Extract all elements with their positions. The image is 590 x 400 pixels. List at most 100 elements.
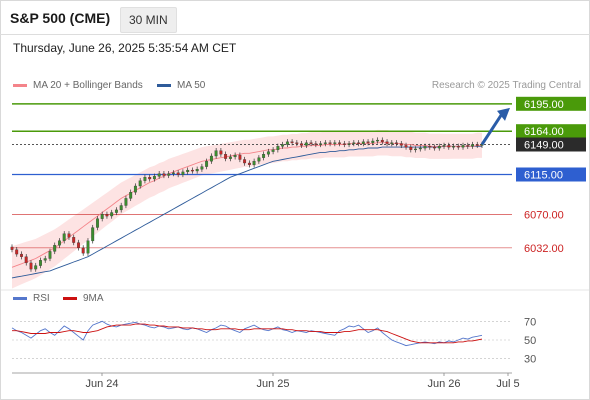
- candle-body: [281, 144, 285, 147]
- candle-body: [399, 143, 403, 146]
- candle-body: [418, 147, 422, 150]
- candle-body: [304, 142, 308, 146]
- timeframe-button[interactable]: 30 MIN: [120, 7, 177, 33]
- candle-body: [143, 177, 147, 181]
- candle-body: [152, 176, 156, 180]
- candle-body: [24, 256, 28, 264]
- candle-body: [48, 251, 52, 259]
- x-axis-tick-label: Jun 26: [427, 378, 460, 390]
- candle-body: [238, 154, 242, 160]
- candle-body: [437, 146, 441, 149]
- candle-body: [452, 146, 455, 148]
- candle-body: [243, 159, 247, 164]
- candle-body: [428, 146, 432, 148]
- candle-body: [395, 142, 398, 144]
- target-arrow-shaft: [480, 113, 504, 146]
- candle-body: [471, 144, 474, 147]
- candle-body: [285, 141, 289, 145]
- candle-body: [385, 141, 389, 144]
- candle-body: [15, 249, 19, 255]
- legend-rsi-label: RSI: [33, 293, 50, 304]
- candle-body: [314, 143, 318, 145]
- candle-body: [338, 142, 342, 144]
- candle-body: [34, 265, 38, 270]
- candle-body: [247, 162, 251, 165]
- candle-body: [376, 139, 380, 142]
- ma50-line: [11, 145, 482, 279]
- x-axis-tick-label: Jun 24: [85, 378, 118, 390]
- candle-body: [81, 247, 85, 254]
- candle-body: [352, 142, 356, 144]
- candle-body: [262, 154, 266, 158]
- candle-body: [181, 171, 185, 175]
- candle-body: [162, 173, 166, 176]
- candle-body: [171, 172, 175, 174]
- timestamp: Thursday, June 26, 2025 5:35:54 AM CET: [13, 41, 237, 55]
- x-axis-tick-label: Jun 25: [256, 378, 289, 390]
- candle-body: [214, 150, 218, 157]
- rsi-swatch: [13, 297, 27, 300]
- candle-body: [357, 142, 361, 144]
- level-label-box: [516, 124, 586, 139]
- ma20-swatch: [13, 84, 27, 87]
- rsi-ma9-line: [12, 323, 483, 344]
- candle-body: [62, 233, 66, 241]
- candle-body: [124, 198, 128, 206]
- legend-ma20-label: MA 20 + Bollinger Bands: [33, 80, 143, 91]
- level-label: 6032.00: [524, 243, 564, 255]
- candle-body: [442, 145, 446, 147]
- ma50-swatch: [157, 84, 171, 87]
- candle-body: [466, 145, 470, 147]
- level-label: 6149.00: [524, 140, 564, 152]
- candle-body: [433, 146, 436, 149]
- candle-body: [380, 139, 384, 143]
- candle-body: [257, 157, 261, 162]
- level-label-box: [516, 167, 586, 182]
- legend-ma50: MA 50: [157, 80, 205, 91]
- candle-body: [414, 148, 417, 151]
- candle-body: [390, 142, 394, 144]
- candle-body: [266, 151, 270, 155]
- level-label-box: [516, 96, 586, 111]
- candle-body: [157, 173, 161, 177]
- legend-rsi: RSI: [13, 293, 50, 304]
- candle-body: [252, 161, 256, 165]
- candle-body: [309, 142, 313, 144]
- level-label: 6070.00: [524, 209, 564, 221]
- level-label: 6115.00: [524, 170, 563, 182]
- candle-body: [219, 150, 223, 155]
- candle-body: [409, 146, 413, 150]
- candle-body: [53, 245, 57, 252]
- candle-body: [333, 142, 337, 144]
- ma20-line: [11, 142, 482, 268]
- candle-body: [271, 149, 275, 152]
- candle-body: [233, 154, 237, 158]
- candle-body: [328, 142, 332, 144]
- candle-body: [176, 172, 180, 175]
- candle-body: [77, 242, 80, 249]
- level-label-box: [516, 137, 586, 152]
- candle-body: [86, 240, 90, 254]
- level-label: 6195.00: [524, 99, 564, 111]
- candle-body: [67, 233, 71, 238]
- candle-body: [200, 166, 204, 170]
- candle-body: [43, 258, 47, 261]
- rsi-axis-label: 30: [524, 354, 536, 366]
- candle-body: [138, 180, 142, 187]
- legend-ma50-label: MA 50: [177, 80, 206, 91]
- x-axis-tick-label: Jul 5: [496, 378, 519, 390]
- candle-body: [371, 140, 375, 143]
- candle-body: [110, 212, 114, 217]
- candle-body: [456, 146, 460, 148]
- candle-body: [361, 141, 365, 144]
- candle-body: [96, 218, 99, 228]
- candle-body: [29, 262, 33, 270]
- candle-body: [20, 253, 23, 257]
- candle-body: [404, 145, 408, 148]
- candle-body: [342, 143, 346, 145]
- candle-body: [114, 209, 118, 213]
- rsi-axis-label: 50: [524, 335, 536, 347]
- candle-body: [228, 156, 232, 159]
- candle-body: [295, 142, 299, 144]
